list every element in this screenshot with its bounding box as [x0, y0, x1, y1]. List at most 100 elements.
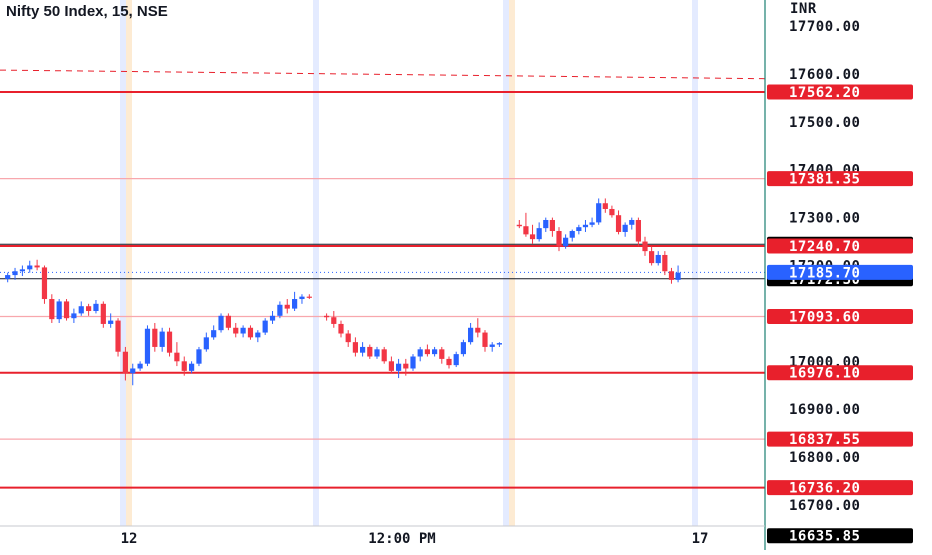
price-tick-label: 17700.00: [789, 19, 860, 35]
price-badge-label: 16837.55: [789, 432, 860, 448]
candle-body: [277, 304, 283, 316]
candle-body: [115, 320, 121, 352]
price-badge-label: 17185.70: [789, 265, 860, 281]
candle-body: [174, 352, 180, 362]
candle-body: [649, 251, 655, 264]
candles: [5, 198, 681, 386]
candle-body: [549, 219, 555, 232]
candle-body: [367, 346, 373, 357]
candle-body: [589, 222, 595, 225]
price-badge-label: 16736.20: [789, 481, 860, 497]
price-tick-label: 17600.00: [789, 67, 860, 83]
time-tick-label: 12: [121, 531, 138, 547]
session-band: [313, 0, 319, 526]
dashed-trend-line: [0, 69, 766, 80]
candle-body: [233, 327, 239, 334]
candle-body: [642, 241, 648, 252]
currency-label: INR: [790, 1, 817, 17]
candle-body: [152, 328, 158, 347]
candle-body: [211, 330, 217, 338]
session-bands: [120, 0, 698, 526]
candle-body: [453, 354, 459, 366]
price-badge: [767, 171, 913, 187]
candle-body: [331, 317, 337, 324]
level-lines: [0, 69, 766, 489]
price-badge: [767, 238, 913, 254]
candle-body: [247, 327, 254, 338]
candle-body: [523, 226, 529, 235]
candle-body: [144, 328, 151, 364]
price-badge: [767, 264, 913, 280]
candle-body: [410, 356, 416, 369]
candle-body: [49, 299, 55, 320]
time-axis: 12 12:00 PM 17: [121, 531, 709, 547]
candle-body: [196, 349, 202, 364]
candle-body: [629, 219, 635, 225]
candle-body: [324, 315, 330, 318]
chart-title: Nifty 50 Index, 15, NSE: [6, 3, 168, 20]
candle-body: [482, 332, 488, 347]
price-tick-label: 16700.00: [789, 498, 860, 514]
candle-body: [468, 327, 474, 343]
candle-body: [602, 203, 608, 209]
candle-body: [71, 313, 77, 319]
candle-body: [446, 358, 452, 366]
price-badge: [767, 308, 913, 324]
session-band: [503, 0, 509, 526]
candle-body: [439, 349, 445, 359]
candle-body: [100, 303, 106, 324]
candle-body: [130, 368, 136, 374]
candle-body: [63, 301, 70, 319]
candle-body: [345, 333, 351, 343]
candle-body: [388, 361, 394, 371]
price-tick-label: 16800.00: [789, 450, 860, 466]
candle-body: [27, 265, 33, 270]
price-badge: [767, 431, 913, 447]
candle-body: [108, 320, 114, 324]
candle-body: [460, 342, 466, 355]
candle-body: [596, 203, 602, 223]
candle-body: [41, 267, 48, 300]
price-badge-label: 16635.85: [789, 529, 860, 545]
candle-body: [662, 254, 668, 272]
candle-body: [417, 349, 423, 357]
candle-body: [218, 315, 224, 331]
candle-body: [543, 219, 549, 229]
candle-body: [352, 342, 358, 353]
candle-body: [269, 315, 276, 321]
candle-body: [668, 271, 675, 280]
candle-body: [93, 303, 99, 312]
candle-body: [360, 346, 366, 353]
candle-body: [5, 275, 11, 279]
price-badge: [767, 528, 913, 544]
candle-body: [159, 331, 165, 347]
price-badge: [767, 480, 913, 496]
session-band: [126, 0, 132, 526]
candle-body: [255, 332, 261, 338]
candle-body: [34, 265, 40, 268]
candle-body: [424, 349, 430, 355]
time-tick-label: 12:00 PM: [368, 531, 435, 547]
session-band: [692, 0, 698, 526]
candle-body: [582, 224, 589, 228]
price-badge-label: 16976.10: [789, 366, 860, 382]
candle-body: [615, 215, 622, 232]
candle-body: [381, 349, 387, 362]
candle-body: [622, 224, 628, 232]
price-badge: [767, 365, 913, 381]
candle-body: [284, 304, 290, 309]
candle-body: [563, 237, 569, 247]
candle-body: [635, 219, 641, 242]
candle-body: [338, 323, 344, 334]
session-band: [509, 0, 515, 526]
candle-body: [496, 343, 502, 345]
price-badge-label: 17381.35: [789, 172, 860, 188]
candle-body: [536, 228, 542, 240]
candle-body: [403, 363, 409, 369]
candle-body: [19, 269, 25, 272]
candle-body: [432, 349, 438, 355]
price-badge-label: 17093.60: [789, 309, 860, 325]
candle-body: [86, 306, 92, 312]
